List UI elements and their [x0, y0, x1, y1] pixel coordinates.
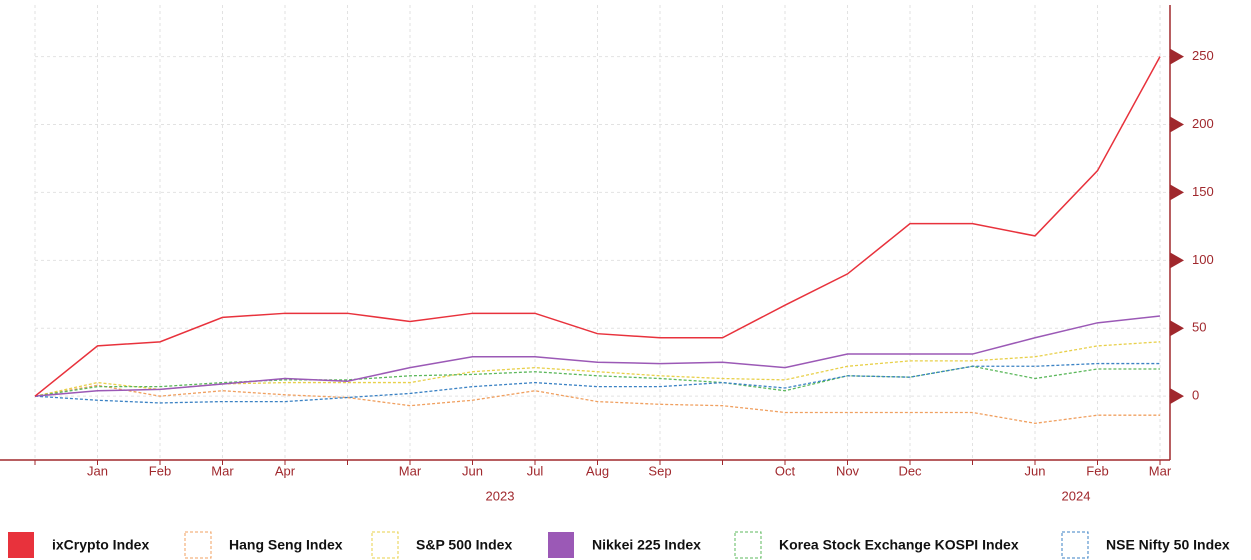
legend-label: Hang Seng Index [229, 537, 343, 553]
legend-swatch [1061, 531, 1089, 559]
legend-label: Nikkei 225 Index [592, 537, 701, 553]
year-label: 2023 [486, 488, 515, 503]
x-tick-label: Jun [462, 463, 483, 478]
series-line [34, 315, 1161, 397]
y-tick-label: 200 [1192, 116, 1214, 131]
y-tick-label: 50 [1192, 320, 1206, 335]
y-tick-mark [1170, 48, 1184, 65]
series-line [34, 362, 1160, 404]
y-tick-label: 100 [1192, 252, 1214, 267]
x-tick-label: Sep [648, 463, 671, 478]
y-tick-label: 250 [1192, 48, 1214, 63]
legend-label: S&P 500 Index [416, 537, 512, 553]
legend-label: ixCrypto Index [52, 537, 149, 553]
y-tick-label: 0 [1192, 388, 1199, 403]
legend-swatch [548, 532, 574, 558]
x-tick-label: Jan [87, 463, 108, 478]
y-tick-label: 150 [1192, 184, 1214, 199]
y-tick-mark [1170, 116, 1184, 133]
x-tick-label: Jul [527, 463, 544, 478]
series-line [34, 56, 1161, 397]
series-line [34, 341, 1161, 397]
x-tick-label: Nov [836, 463, 860, 478]
x-tick-label: Apr [275, 463, 296, 478]
y-tick-mark [1170, 252, 1184, 269]
legend-swatch [184, 531, 212, 559]
y-tick-mark [1170, 184, 1184, 201]
x-tick-label: Aug [586, 463, 609, 478]
x-tick-label: Feb [1086, 463, 1108, 478]
year-label: 2024 [1062, 488, 1091, 503]
x-tick-label: Oct [775, 463, 796, 478]
x-tick-label: Mar [1149, 463, 1172, 478]
y-tick-mark [1170, 320, 1184, 337]
legend-label: NSE Nifty 50 Index [1106, 537, 1230, 553]
legend-swatch [371, 531, 399, 559]
x-tick-label: Dec [898, 463, 922, 478]
legend-swatch [8, 532, 34, 558]
legend-label: Korea Stock Exchange KOSPI Index [779, 537, 1019, 553]
y-tick-mark [1170, 388, 1184, 405]
x-tick-label: Mar [211, 463, 234, 478]
x-tick-label: Feb [149, 463, 171, 478]
x-tick-label: Mar [399, 463, 422, 478]
legend-swatch [734, 531, 762, 559]
x-tick-label: Jun [1025, 463, 1046, 478]
series-line [34, 384, 1160, 424]
